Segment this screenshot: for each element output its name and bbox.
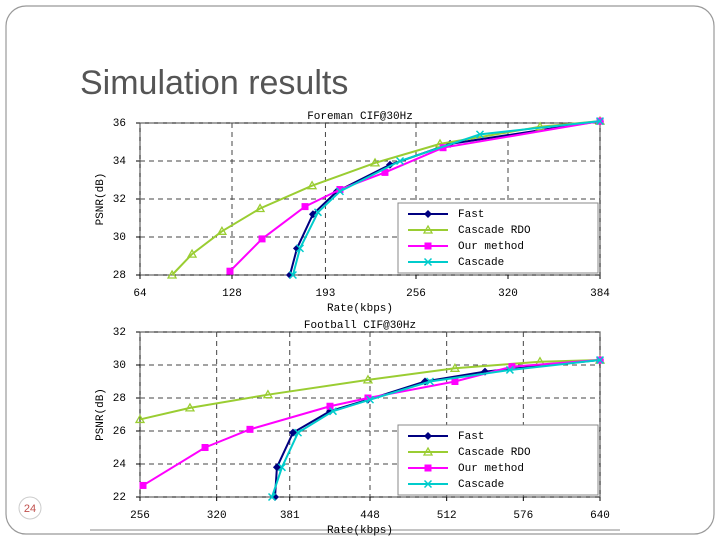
marker bbox=[335, 187, 344, 196]
page-number: 24 bbox=[24, 503, 36, 515]
marker bbox=[184, 402, 196, 412]
marker bbox=[267, 492, 277, 502]
legend-marker bbox=[424, 432, 432, 440]
x-tick-label: 640 bbox=[590, 510, 610, 522]
marker bbox=[246, 425, 254, 433]
legend-label: Fast bbox=[458, 209, 484, 221]
x-tick-label: 128 bbox=[222, 288, 242, 300]
y-axis-label: PSNR(dB) bbox=[95, 173, 107, 226]
y-tick-label: 26 bbox=[113, 426, 126, 438]
marker bbox=[295, 244, 305, 253]
y-tick-label: 28 bbox=[113, 270, 126, 282]
x-tick-label: 384 bbox=[590, 288, 610, 300]
legend-marker bbox=[424, 210, 432, 218]
marker bbox=[396, 156, 405, 166]
marker bbox=[362, 374, 374, 384]
legend-marker bbox=[422, 446, 434, 456]
marker bbox=[595, 356, 605, 365]
y-tick-label: 36 bbox=[113, 118, 126, 130]
marker bbox=[595, 117, 605, 126]
marker bbox=[381, 168, 389, 176]
x-tick-label: 256 bbox=[406, 288, 426, 300]
marker bbox=[508, 363, 516, 371]
y-axis-label: PSNR(dB) bbox=[95, 388, 107, 441]
marker bbox=[166, 269, 178, 279]
marker bbox=[258, 235, 266, 243]
legend-marker bbox=[423, 257, 433, 267]
marker bbox=[475, 130, 484, 139]
marker bbox=[425, 377, 435, 386]
marker bbox=[201, 444, 209, 451]
y-tick-label: 22 bbox=[113, 492, 126, 504]
slide-title: Simulation results bbox=[80, 64, 348, 102]
marker bbox=[313, 208, 322, 217]
marker bbox=[293, 428, 303, 437]
legend-label: Our method bbox=[458, 241, 524, 253]
series-line bbox=[271, 359, 601, 498]
legend-marker bbox=[423, 479, 433, 489]
marker bbox=[328, 407, 338, 416]
y-tick-label: 24 bbox=[113, 459, 127, 471]
marker bbox=[139, 481, 147, 489]
page-badge bbox=[18, 496, 42, 520]
marker bbox=[134, 414, 146, 424]
marker bbox=[226, 267, 234, 275]
marker bbox=[365, 395, 375, 404]
marker bbox=[288, 270, 297, 280]
marker bbox=[505, 365, 514, 374]
x-tick-label: 64 bbox=[133, 288, 147, 300]
legend-label: Cascade RDO bbox=[458, 225, 531, 237]
chart-title: Foreman CIF@30Hz bbox=[307, 111, 413, 123]
marker bbox=[306, 180, 318, 190]
y-tick-label: 28 bbox=[113, 393, 126, 405]
y-tick-label: 32 bbox=[113, 327, 126, 339]
y-tick-label: 30 bbox=[113, 232, 126, 244]
marker bbox=[326, 402, 334, 410]
legend-label: Fast bbox=[458, 431, 484, 443]
y-tick-label: 30 bbox=[113, 360, 126, 372]
series-line bbox=[139, 359, 601, 421]
marker bbox=[336, 186, 344, 193]
series-line bbox=[142, 359, 601, 487]
marker bbox=[254, 203, 266, 213]
legend-label: Cascade bbox=[458, 257, 504, 269]
legend-label: Our method bbox=[458, 463, 524, 475]
marker bbox=[451, 378, 459, 385]
x-tick-label: 512 bbox=[437, 510, 457, 522]
y-tick-label: 34 bbox=[113, 156, 127, 168]
marker bbox=[216, 225, 228, 235]
x-tick-label: 576 bbox=[513, 510, 533, 522]
legend-label: Cascade bbox=[458, 479, 504, 491]
marker bbox=[534, 121, 546, 131]
x-axis-label: Rate(kbps) bbox=[327, 303, 393, 315]
marker bbox=[369, 157, 381, 167]
legend-marker bbox=[422, 224, 434, 234]
legend-label: Cascade RDO bbox=[458, 447, 531, 459]
marker bbox=[301, 203, 309, 211]
x-tick-label: 320 bbox=[498, 288, 518, 300]
marker bbox=[186, 248, 198, 258]
x-tick-label: 256 bbox=[130, 510, 150, 522]
x-tick-label: 381 bbox=[280, 510, 300, 522]
marker bbox=[262, 389, 274, 399]
x-tick-label: 193 bbox=[316, 288, 336, 300]
legend-marker bbox=[424, 242, 432, 250]
legend-marker bbox=[424, 464, 432, 472]
x-axis-label: Rate(kbps) bbox=[327, 525, 393, 537]
x-tick-label: 320 bbox=[207, 510, 227, 522]
y-tick-label: 32 bbox=[113, 194, 126, 206]
marker bbox=[277, 463, 286, 472]
marker bbox=[449, 362, 461, 372]
x-tick-label: 448 bbox=[360, 510, 380, 522]
series-line bbox=[171, 120, 601, 276]
chart-title: Football CIF@30Hz bbox=[304, 320, 416, 332]
